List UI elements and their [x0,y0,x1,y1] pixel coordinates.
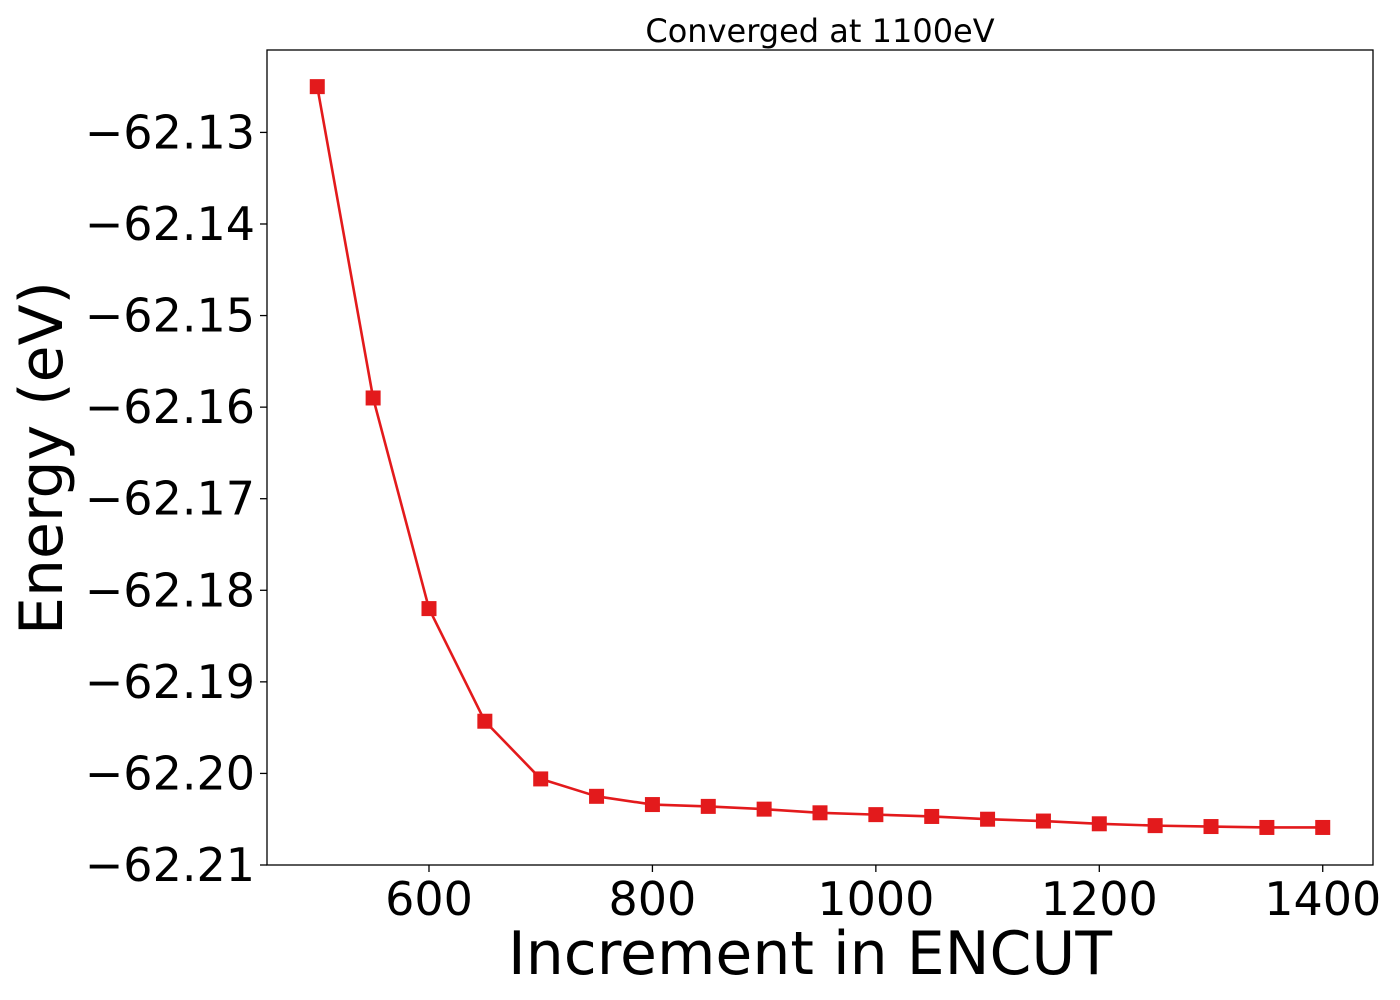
x-tick-label: 1400 [1264,872,1381,926]
y-tick-label: −62.14 [85,197,255,251]
data-point-marker [365,390,381,406]
data-point-marker [1315,819,1331,835]
data-point-marker [589,788,605,804]
energy-series-markers [309,79,1331,835]
x-axis-label: Increment in ENCUT [508,919,1112,989]
data-point-marker [980,811,996,827]
x-axis-ticks: 600 800 1000 1200 1400 [385,865,1381,926]
chart-title: Converged at 1100eV [645,12,994,50]
x-tick-label: 1200 [1041,872,1158,926]
x-tick-label: 1000 [817,872,934,926]
data-point-marker [1259,819,1275,835]
y-tick-label: −62.15 [85,289,255,343]
data-point-marker [1203,819,1219,835]
data-point-marker [924,808,940,824]
y-tick-label: −62.20 [85,746,255,800]
data-point-marker [477,713,493,729]
x-tick-label: 600 [385,872,473,926]
data-point-marker [868,807,884,823]
data-point-marker [1147,818,1163,834]
data-point-marker [309,79,325,95]
y-tick-label: −62.16 [85,380,255,434]
data-point-marker [421,601,437,617]
plot-area-frame [266,49,1374,866]
x-tick-label: 800 [609,872,697,926]
y-tick-label: −62.13 [85,105,255,159]
y-tick-label: −62.19 [85,655,255,709]
data-point-marker [812,805,828,821]
data-point-marker [1035,813,1051,829]
data-point-marker [700,798,716,814]
energy-series-line [315,86,1323,829]
y-tick-label: −62.21 [85,838,255,892]
data-point-marker [644,797,660,813]
y-axis-ticks: −62.13 −62.14 −62.15 −62.16 −62.17 −62.18 −62.… [85,105,267,892]
y-tick-label: −62.18 [85,563,255,617]
data-point-marker [756,801,772,817]
y-tick-label: −62.17 [85,472,255,526]
data-point-marker [533,771,549,787]
data-point-marker [1091,816,1107,832]
y-axis-label: Energy (eV) [7,281,77,635]
